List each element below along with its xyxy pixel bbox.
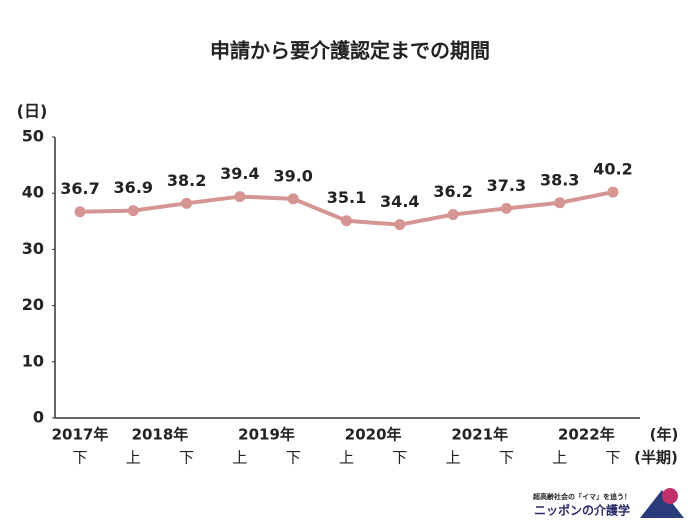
x-group-label: 2020年: [345, 426, 402, 444]
point: [500, 202, 512, 214]
logo-tagline: 超高齢社会の「イマ」を追う！: [533, 492, 631, 501]
x-group-label: 2021年: [451, 426, 508, 444]
y-tick-label: 0: [33, 408, 44, 427]
y-tick-label: 50: [22, 127, 44, 146]
logo-sun: [662, 488, 678, 504]
point: [447, 209, 459, 221]
y-axis-label: (日): [17, 102, 48, 121]
data-label: 36.7: [60, 179, 99, 198]
data-label: 38.3: [540, 170, 579, 189]
logo: 超高齢社会の「イマ」を追う！ ニッポンの介護学: [533, 488, 684, 518]
point: [341, 215, 352, 227]
x-axis-label: (半期): [634, 449, 678, 467]
logo-name: ニッポンの介護学: [534, 503, 630, 518]
point: [287, 193, 299, 205]
point: [234, 191, 246, 203]
x-tick-label: 上: [232, 449, 247, 467]
x-tick-label: 下: [392, 449, 407, 467]
y-tick-label: 40: [22, 183, 44, 202]
data-label: 37.3: [487, 176, 526, 195]
data-label: 34.4: [380, 192, 419, 211]
y-tick-label: 10: [22, 351, 44, 370]
x-tick-label: 下: [179, 449, 194, 467]
x-group-axis-label: (年): [650, 426, 679, 444]
x-tick-label: 下: [286, 449, 301, 467]
x-group-label: 2018年: [132, 426, 189, 444]
data-label: 39.4: [220, 164, 259, 183]
x-tick-label: 上: [339, 449, 354, 467]
y-tick-label: 30: [22, 239, 44, 258]
chart-title: 申請から要介護認定までの期間: [210, 39, 490, 63]
data-label: 36.9: [114, 178, 153, 197]
x-tick-label: 下: [605, 449, 620, 467]
x-tick-label: 上: [446, 449, 461, 467]
x-group-label: 2019年: [238, 426, 295, 444]
point: [607, 186, 619, 198]
x-tick-label: 下: [499, 449, 514, 467]
logo-mountain: [640, 490, 684, 518]
y-tick-label: 20: [22, 295, 44, 314]
x-tick-label: 下: [72, 449, 87, 467]
x-group-label: 2017年: [52, 426, 109, 444]
data-label: 35.1: [327, 188, 366, 207]
data-label: 36.2: [433, 182, 472, 201]
point: [394, 219, 406, 231]
x-group-label: 2022年: [558, 426, 615, 444]
data-label: 40.2: [593, 160, 632, 179]
point: [74, 206, 86, 218]
x-tick-label: 上: [126, 449, 141, 467]
point: [127, 205, 139, 217]
point: [554, 197, 566, 209]
point: [181, 197, 193, 209]
data-label: 39.0: [273, 166, 312, 185]
x-tick-label: 上: [552, 449, 567, 467]
data-label: 38.2: [167, 171, 206, 190]
